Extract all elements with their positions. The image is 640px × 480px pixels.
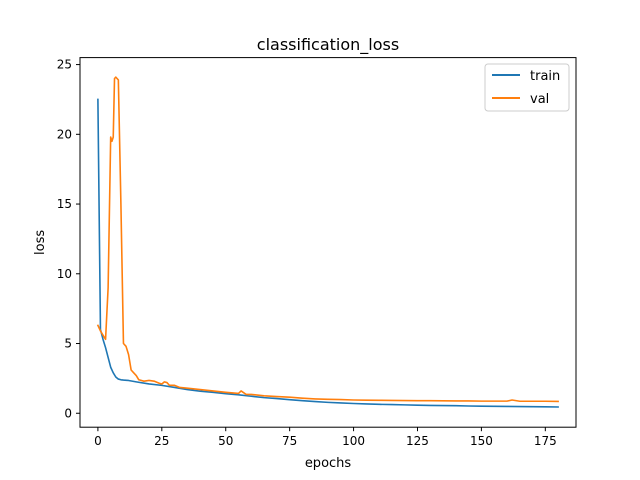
x-tick-label: 100 (342, 434, 365, 448)
x-tick-label: 150 (470, 434, 493, 448)
x-tick-label: 50 (218, 434, 233, 448)
series-line-val (96, 76, 559, 403)
y-axis-ticks: 0 5 10 15 20 25 (57, 58, 80, 420)
y-tick-label: 15 (57, 197, 72, 211)
y-tick-label: 20 (57, 127, 72, 141)
legend-label-train: train (530, 69, 560, 84)
x-tick-label: 0 (94, 434, 102, 448)
axes-frame (79, 57, 577, 428)
series-layer (96, 76, 559, 408)
y-axis-label: loss (33, 230, 48, 255)
y-tick-label: 10 (57, 267, 72, 281)
y-tick-label: 25 (57, 58, 72, 72)
x-tick-label: 75 (282, 434, 297, 448)
x-tick-label: 175 (534, 434, 557, 448)
y-tick-label: 0 (64, 406, 72, 420)
y-tick-label: 5 (64, 337, 72, 351)
x-axis-label: epochs (305, 456, 352, 471)
x-tick-label: 25 (154, 434, 169, 448)
chart-title: classification_loss (257, 35, 399, 55)
x-axis-ticks: 0 25 50 75 100 125 150 175 (94, 427, 557, 448)
legend-label-val: val (530, 92, 549, 107)
series-line-train (97, 98, 559, 408)
x-tick-label: 125 (406, 434, 429, 448)
legend: train val (484, 63, 570, 112)
plot-area (79, 57, 577, 428)
